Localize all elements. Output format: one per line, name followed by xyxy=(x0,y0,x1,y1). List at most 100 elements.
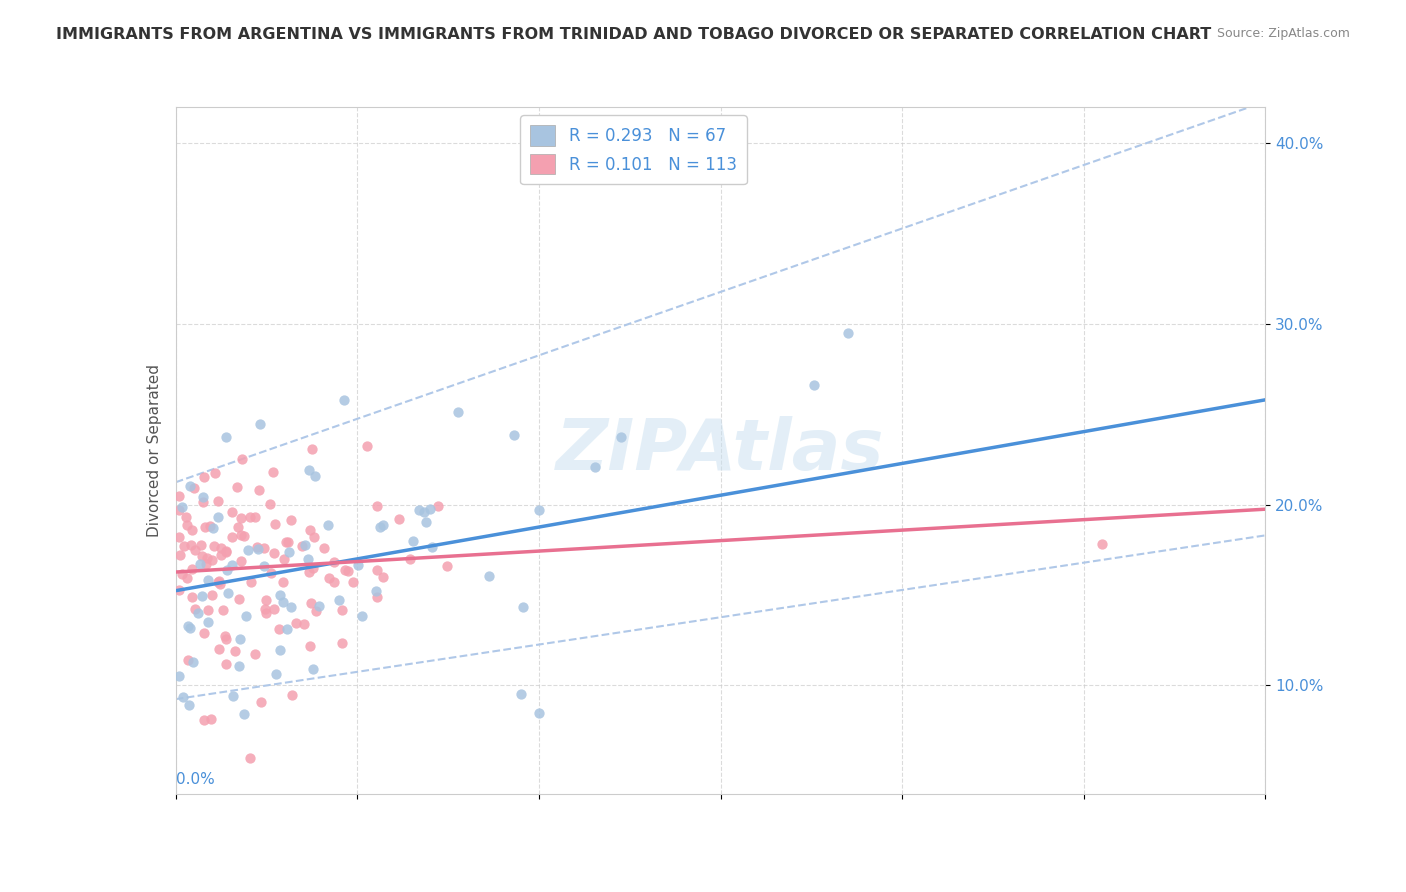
Point xyxy=(427,499,450,513)
Point xyxy=(181,523,204,537)
Point xyxy=(264,666,287,681)
Point xyxy=(232,529,254,543)
Point xyxy=(183,481,205,495)
Point xyxy=(200,712,222,726)
Point xyxy=(228,592,250,607)
Point xyxy=(478,569,501,583)
Point xyxy=(371,570,394,584)
Point xyxy=(301,442,323,457)
Point xyxy=(207,509,229,524)
Point xyxy=(221,558,243,572)
Point xyxy=(193,626,215,640)
Point xyxy=(221,505,243,519)
Point xyxy=(215,545,238,559)
Point xyxy=(323,575,346,590)
Point xyxy=(197,603,219,617)
Point xyxy=(169,669,191,683)
Point xyxy=(169,548,191,562)
Point xyxy=(169,582,191,597)
Point xyxy=(249,695,271,709)
Point xyxy=(246,540,269,554)
Point xyxy=(305,604,328,618)
Legend: R = 0.293   N = 67, R = 0.101   N = 113: R = 0.293 N = 67, R = 0.101 N = 113 xyxy=(520,115,747,185)
Point xyxy=(191,490,214,504)
Point xyxy=(191,549,214,564)
Point xyxy=(176,571,198,585)
Point xyxy=(243,647,266,661)
Point xyxy=(239,510,262,524)
Point xyxy=(308,599,330,614)
Point xyxy=(402,533,425,548)
Point xyxy=(330,603,353,617)
Point xyxy=(373,517,395,532)
Point xyxy=(281,688,304,702)
Point xyxy=(328,593,350,607)
Point xyxy=(231,452,253,467)
Point xyxy=(278,545,301,559)
Point xyxy=(253,558,276,573)
Point xyxy=(191,495,214,509)
Point xyxy=(312,541,335,555)
Point xyxy=(304,468,326,483)
Point xyxy=(292,616,315,631)
Point xyxy=(176,653,198,667)
Point xyxy=(253,541,276,556)
Point xyxy=(202,539,225,553)
Point xyxy=(180,538,202,552)
Point xyxy=(304,529,326,543)
Point xyxy=(274,535,297,549)
Point xyxy=(301,561,323,575)
Point xyxy=(276,622,298,636)
Point xyxy=(247,483,270,498)
Point xyxy=(212,603,235,617)
Point xyxy=(318,571,340,585)
Point xyxy=(330,636,353,650)
Point xyxy=(260,566,283,580)
Point xyxy=(190,538,212,552)
Point xyxy=(263,547,285,561)
Point xyxy=(172,690,194,704)
Point xyxy=(337,564,360,578)
Point xyxy=(215,543,238,558)
Point xyxy=(254,592,277,607)
Point xyxy=(302,662,325,676)
Point xyxy=(231,511,253,525)
Point xyxy=(332,392,354,407)
Point xyxy=(527,503,550,517)
Point xyxy=(436,559,458,574)
Point xyxy=(229,632,252,646)
Point xyxy=(294,538,316,552)
Point xyxy=(207,494,229,508)
Point xyxy=(503,427,526,442)
Point xyxy=(179,479,201,493)
Point xyxy=(420,540,443,554)
Point xyxy=(201,553,224,567)
Text: Source: ZipAtlas.com: Source: ZipAtlas.com xyxy=(1216,27,1350,40)
Point xyxy=(228,520,250,534)
Point xyxy=(177,618,200,632)
Point xyxy=(277,535,299,549)
Point xyxy=(217,586,239,600)
Point xyxy=(356,439,378,453)
Point xyxy=(224,644,246,658)
Point xyxy=(342,575,364,590)
Point xyxy=(229,528,252,542)
Y-axis label: Divorced or Separated: Divorced or Separated xyxy=(146,364,162,537)
Point xyxy=(269,588,291,602)
Point xyxy=(263,602,285,616)
Point xyxy=(195,551,218,566)
Point xyxy=(197,573,219,587)
Point xyxy=(201,588,224,602)
Point xyxy=(273,552,295,566)
Point xyxy=(291,539,314,553)
Point xyxy=(299,639,322,653)
Point xyxy=(235,609,257,624)
Point xyxy=(254,607,277,621)
Point xyxy=(197,615,219,630)
Point xyxy=(204,466,226,480)
Point xyxy=(207,574,229,589)
Point xyxy=(222,690,245,704)
Point xyxy=(512,599,534,614)
Text: IMMIGRANTS FROM ARGENTINA VS IMMIGRANTS FROM TRINIDAD AND TOBAGO DIVORCED OR SEP: IMMIGRANTS FROM ARGENTINA VS IMMIGRANTS … xyxy=(56,27,1212,42)
Point xyxy=(247,541,270,556)
